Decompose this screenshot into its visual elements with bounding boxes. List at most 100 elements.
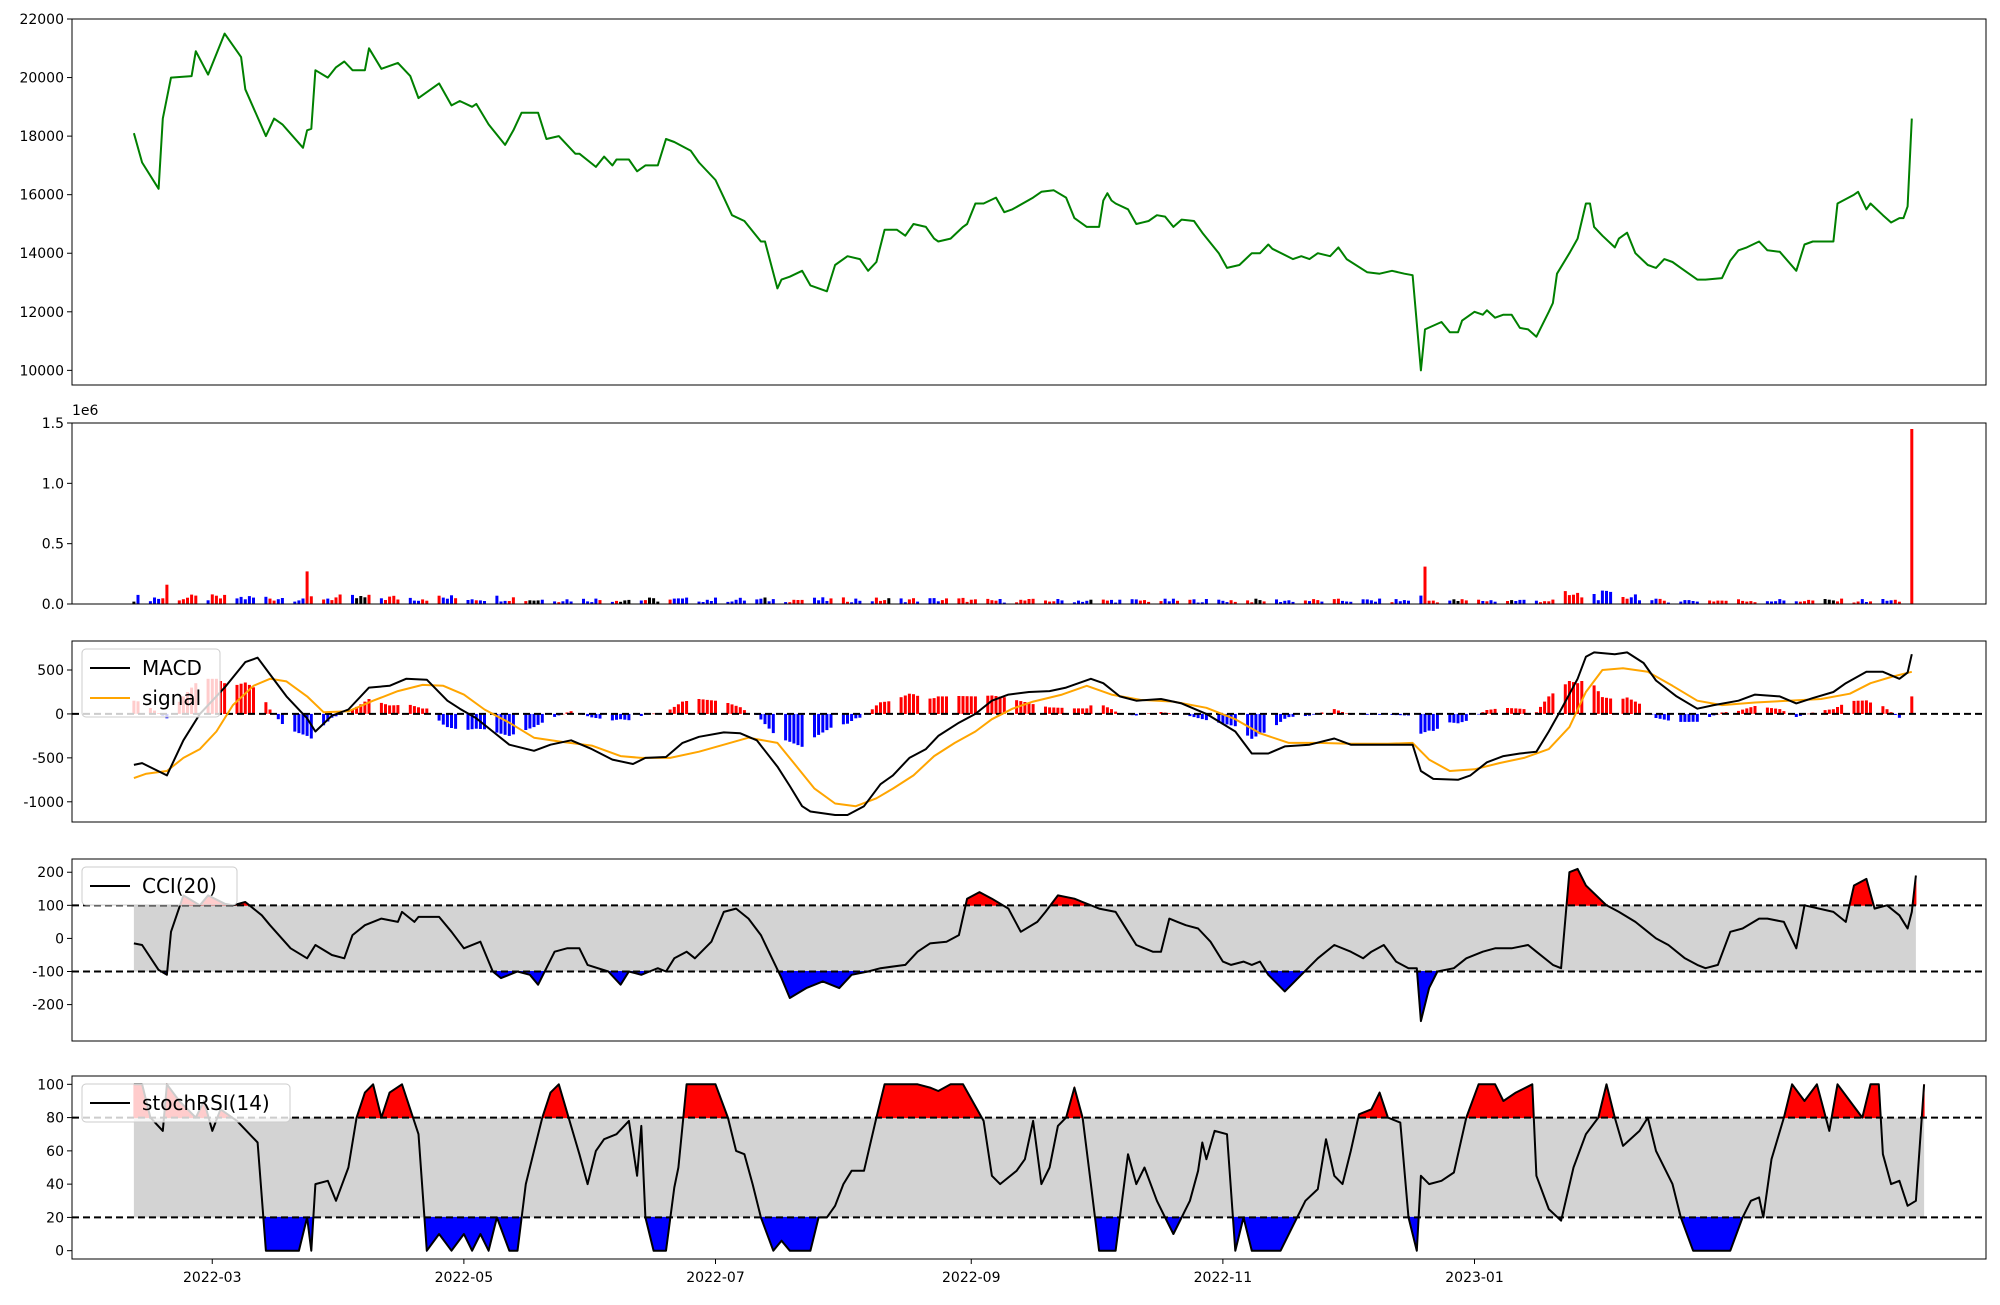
volume-bar [936,601,940,604]
volume-bar [940,600,944,604]
volume-bar [969,599,973,604]
macd-histogram-bar [379,702,383,714]
macd-histogram-bar [1745,708,1749,714]
macd-histogram-bar [367,699,371,714]
macd-histogram-bar [1691,713,1695,722]
macd-histogram-bar [676,704,680,714]
volume-bar [1221,600,1225,604]
stochrsi-ytick-label: 20 [46,1210,64,1226]
volume-bar [726,601,730,604]
volume-bar [1481,601,1485,604]
volume-bar [590,602,594,604]
macd-histogram-bar [1910,696,1914,714]
macd-histogram-bar [499,713,503,734]
volume-bar [1303,600,1307,604]
volume-bar [1510,600,1514,604]
volume-bar [1250,602,1254,604]
volume-bar [1138,600,1142,604]
volume-bar [272,600,276,604]
volume-bar [1807,599,1811,604]
volume-bar [1741,600,1745,604]
macd-histogram-bar [1794,713,1798,717]
volume-bar [1687,600,1691,604]
volume-bar [1856,601,1860,604]
macd-histogram-bar [685,701,689,714]
macd-histogram-bar [1885,709,1889,714]
macd-histogram-bar [326,713,330,722]
volume-bar [132,601,136,604]
macd-histogram-bar [1489,709,1493,714]
stochrsi-overbought-fill [1065,1085,1084,1119]
volume-bar [223,594,227,604]
volume-bar [903,602,907,604]
cci-panel-frame [71,858,1987,1042]
macd-histogram-bar [1596,691,1600,714]
x-tick-label: 2022-05 [435,1270,494,1286]
volume-bar [610,601,614,604]
volume-bar [800,599,804,604]
stochrsi-panel-frame [71,1075,1987,1260]
volume-bar [697,601,701,604]
volume-bar [1101,599,1105,604]
macd-histogram-bar [730,704,734,714]
macd-histogram-bar [623,713,627,720]
macd-histogram-bar [705,699,709,714]
volume-bar [1869,601,1872,604]
macd-histogram-bar [1869,702,1872,714]
volume-bar [1840,598,1844,604]
volume-bar [1708,600,1712,604]
volume-bar [755,599,759,604]
macd-histogram-bar [825,713,829,731]
volume-bar [186,597,189,604]
volume-bar [388,596,392,604]
stochrsi-overbought-fill [1861,1083,1882,1119]
macd-histogram-bar [1431,713,1435,731]
volume-bar [1134,599,1138,604]
macd-histogram-bar [759,713,763,720]
volume-bar [1592,594,1596,604]
macd-histogram-bar [1625,697,1629,714]
macd-histogram-bar [1114,711,1118,714]
volume-bar [470,599,474,604]
macd-histogram-bar [569,711,573,714]
volume-bar [990,600,994,604]
macd-histogram-bar [1633,701,1637,714]
macd-histogram-bar [495,713,499,733]
volume-bar [412,600,416,604]
stochrsi-ytick-label: 40 [46,1177,64,1193]
macd-histogram-bar [1831,709,1835,714]
volume-bar [1534,600,1538,604]
volume-bar [1864,602,1868,604]
macd-histogram-bar [1303,713,1307,716]
macd-histogram-bar [243,682,247,714]
macd-histogram-bar [528,713,532,729]
volume-bar [280,598,284,604]
volume-bar [1419,595,1423,604]
macd-histogram-bar [672,706,676,714]
volume-bar [1015,602,1019,604]
volume-bar [874,597,878,604]
macd-histogram-bar [437,713,441,721]
volume-bar [1765,601,1769,604]
volume-bar [1275,599,1278,604]
volume-bar [1060,600,1064,604]
volume-bar [1823,599,1827,604]
volume-bar [305,571,309,604]
volume-bar [177,600,181,604]
volume-bar [1056,599,1060,604]
volume-bar [165,584,169,604]
macd-histogram-bar [969,696,973,714]
volume-bar [532,600,536,604]
macd-histogram-bar [1060,707,1064,714]
price-ytick-label: 22000 [19,12,64,28]
volume-offset-text: 1e6 [72,403,99,419]
volume-bar [1031,598,1035,604]
volume-bar [1345,601,1349,604]
macd-histogram-bar [1101,705,1105,714]
volume-bar [1803,601,1806,604]
macd-histogram-bar [590,713,594,718]
macd-histogram-bar [1105,707,1109,714]
volume-bar [850,602,854,604]
macd-histogram-bar [619,713,623,720]
volume-bar [594,598,598,604]
